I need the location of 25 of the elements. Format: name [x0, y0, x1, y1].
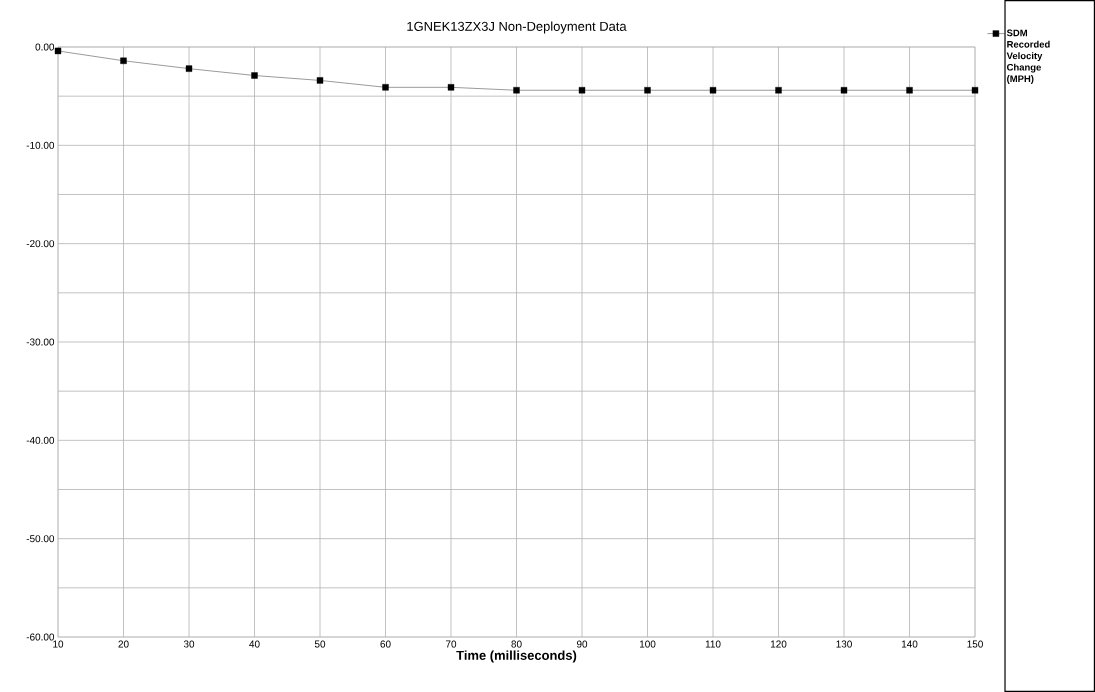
- y-tick-label: -40.00: [26, 436, 55, 444]
- y-tick-label: -50.00: [26, 535, 55, 543]
- x-tick-label: 60: [380, 640, 391, 648]
- chart-title: 1GNEK13ZX3J Non-Deployment Data: [407, 21, 627, 34]
- x-tick-label: 140: [901, 640, 918, 648]
- x-tick-label: 100: [639, 640, 656, 648]
- y-tick-label: -10.00: [26, 141, 55, 149]
- x-tick-label: 50: [314, 640, 326, 648]
- y-tick-label: -20.00: [26, 240, 55, 248]
- x-tick-label: 20: [118, 640, 129, 648]
- y-tick-label: -60.00: [26, 633, 55, 641]
- x-tick-label: 70: [445, 640, 457, 648]
- x-tick-label: 30: [183, 640, 195, 648]
- y-tick-label: 0.00: [35, 43, 55, 51]
- x-tick-label: 10: [53, 640, 64, 648]
- x-tick-label: 150: [967, 640, 983, 648]
- x-tick-label: 110: [705, 640, 721, 648]
- x-axis-title: Time (milliseconds): [456, 650, 577, 663]
- legend-label: SDM Recorded Velocity Change (MPH): [1006, 29, 1050, 84]
- y-tick-label: -30.00: [26, 338, 55, 346]
- x-tick-label: 120: [770, 640, 787, 648]
- x-tick-label: 130: [836, 640, 852, 648]
- x-tick-label: 40: [249, 640, 260, 648]
- x-tick-label: 80: [511, 640, 522, 648]
- x-tick-label: 90: [576, 640, 588, 648]
